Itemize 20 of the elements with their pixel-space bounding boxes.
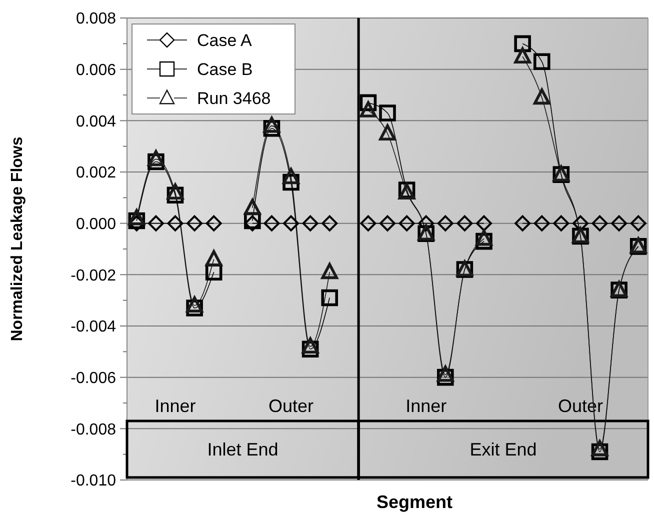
y-tick-label: -0.006	[70, 370, 116, 387]
y-axis-title: Normalized Leakage Flows	[9, 136, 26, 342]
legend-label: Run 3468	[197, 88, 271, 108]
legend-label: Case A	[197, 30, 252, 50]
annotation: Inner	[406, 396, 447, 416]
x-axis-title: Segment	[376, 492, 453, 512]
y-tick-label: -0.002	[70, 267, 116, 284]
y-tick-label: 0.002	[76, 164, 116, 182]
annotation: Inlet End	[207, 440, 278, 460]
annotation: Exit End	[470, 440, 537, 460]
annotation: Inner	[154, 396, 196, 416]
y-tick-label: 0.008	[76, 10, 116, 28]
y-tick-label: 0.006	[76, 62, 116, 79]
legend-label: Case B	[197, 60, 253, 79]
y-tick-label: -0.010	[70, 472, 116, 490]
y-tick-label: -0.004	[70, 318, 116, 336]
y-tick-label: 0.004	[76, 113, 116, 130]
y-tick-label: -0.008	[70, 421, 116, 438]
y-tick-label: 0.000	[76, 216, 116, 233]
annotation: Outer	[268, 396, 314, 416]
